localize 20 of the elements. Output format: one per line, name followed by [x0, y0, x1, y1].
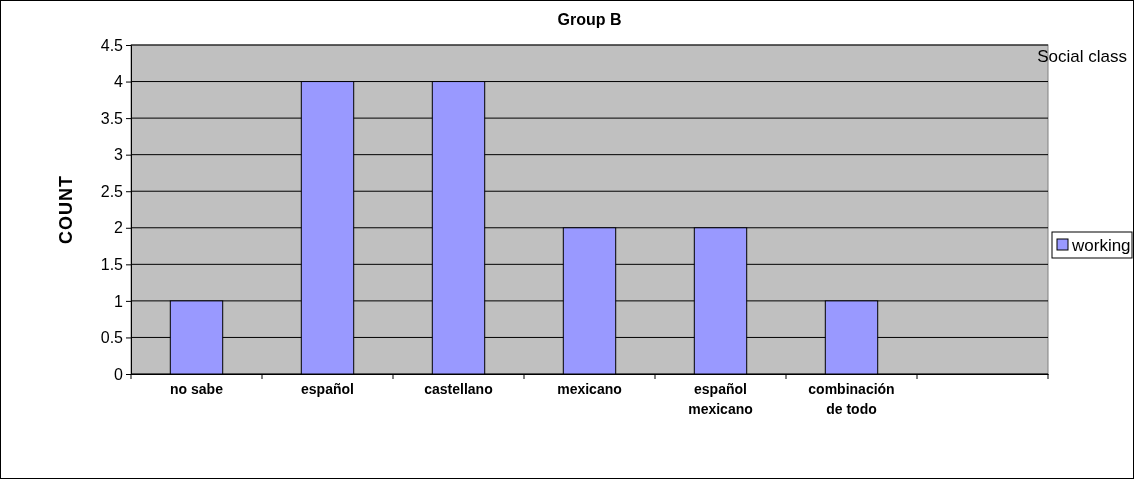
- y-tick-label: 2.5: [100, 182, 124, 200]
- y-tick-label: 1.5: [100, 255, 124, 273]
- y-tick-label: 4.5: [100, 36, 124, 54]
- y-tick-label: 2: [114, 219, 124, 237]
- legend-label: working: [1071, 236, 1131, 255]
- y-tick-label: 0: [114, 365, 124, 383]
- y-tick-label: 0.5: [100, 329, 124, 347]
- y-tick-label: 4: [114, 73, 124, 91]
- x-tick-label: español: [301, 381, 354, 397]
- y-tick-label: 3: [114, 146, 124, 164]
- chart-title: Group B: [557, 11, 622, 28]
- x-tick-label: castellano: [424, 381, 493, 397]
- legend-title: Social class: [1037, 47, 1127, 66]
- x-tick-label: no sabe: [170, 381, 224, 397]
- y-tick-label: 3.5: [100, 109, 124, 127]
- x-tick-label: español mexicano: [688, 381, 753, 417]
- x-tick-label: mexicano: [557, 381, 622, 397]
- y-axis-title: COUNT: [56, 175, 76, 244]
- x-tick-label: combinación de todo: [808, 381, 895, 417]
- y-tick-label: 1: [114, 292, 124, 310]
